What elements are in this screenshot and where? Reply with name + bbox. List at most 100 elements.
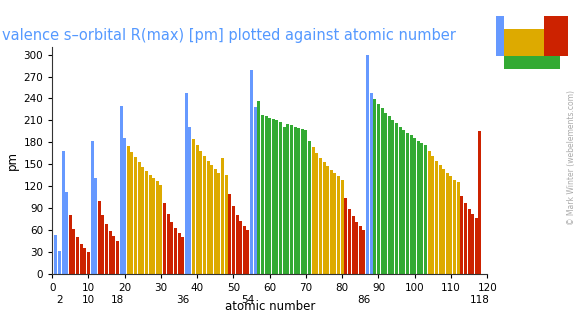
Bar [235,215,238,274]
Bar [229,194,231,274]
Bar [282,127,286,274]
Bar [478,131,481,274]
Bar [108,231,112,274]
Bar [264,116,267,274]
Bar [384,112,387,274]
Bar [94,178,97,274]
Bar [432,156,434,274]
Bar [351,216,354,274]
Bar [148,175,151,274]
Bar [540,43,544,56]
Bar [239,221,242,274]
Bar [72,229,75,274]
Bar [79,244,83,274]
Bar [130,152,133,274]
Bar [116,241,119,274]
Bar [508,43,512,56]
Bar [544,56,548,69]
Bar [156,181,159,274]
Bar [330,170,333,274]
Bar [253,107,257,274]
Bar [163,203,166,274]
Bar [556,29,560,43]
Bar [188,127,191,274]
Bar [90,141,93,274]
Bar [500,16,504,29]
Bar [524,29,528,43]
Bar [355,221,358,274]
Bar [564,29,568,43]
Bar [87,252,90,274]
Bar [160,185,162,274]
Bar [548,29,552,43]
Bar [369,93,373,274]
Bar [105,224,108,274]
Bar [540,56,544,69]
Bar [359,226,362,274]
Bar [544,16,548,29]
Bar [276,120,278,274]
Bar [395,123,398,274]
Bar [55,235,57,274]
Bar [246,230,249,274]
Bar [232,206,235,274]
Bar [516,56,520,69]
Bar [123,138,126,274]
Bar [192,139,195,274]
Bar [392,120,394,274]
Bar [362,230,365,274]
Bar [552,43,556,56]
Bar [496,29,500,43]
Bar [564,43,568,56]
Bar [366,54,369,274]
Bar [532,43,536,56]
Bar [500,29,504,43]
Bar [508,29,512,43]
Bar [166,214,170,274]
Bar [471,214,474,274]
Bar [464,203,467,274]
Bar [548,43,552,56]
Bar [536,56,540,69]
Bar [322,162,325,274]
Bar [475,218,478,274]
Bar [512,56,516,69]
Bar [508,56,512,69]
Bar [374,99,376,274]
Bar [308,141,311,274]
Bar [420,143,423,274]
Bar [137,162,141,274]
Bar [556,56,560,69]
Text: valence s–orbital R(max) [pm] plotted against atomic number: valence s–orbital R(max) [pm] plotted ag… [2,28,456,43]
Bar [520,29,524,43]
Bar [195,145,199,274]
Bar [348,209,351,274]
Bar [528,56,532,69]
Bar [516,43,520,56]
Bar [540,29,544,43]
Bar [520,56,524,69]
Bar [552,29,556,43]
Bar [556,43,560,56]
Y-axis label: pm: pm [6,151,19,170]
Bar [177,233,180,274]
Bar [560,16,564,29]
Bar [134,157,137,274]
Bar [206,161,209,274]
Bar [524,56,528,69]
Bar [113,237,115,274]
Bar [98,201,101,274]
Bar [340,180,344,274]
Bar [337,176,340,274]
Bar [287,124,289,274]
Bar [319,158,322,274]
Bar [536,43,540,56]
Bar [552,56,556,69]
Bar [334,173,336,274]
Bar [304,130,307,274]
Bar [456,182,460,274]
Bar [218,173,220,274]
Bar [564,16,568,29]
Bar [200,151,202,274]
Bar [453,180,456,274]
